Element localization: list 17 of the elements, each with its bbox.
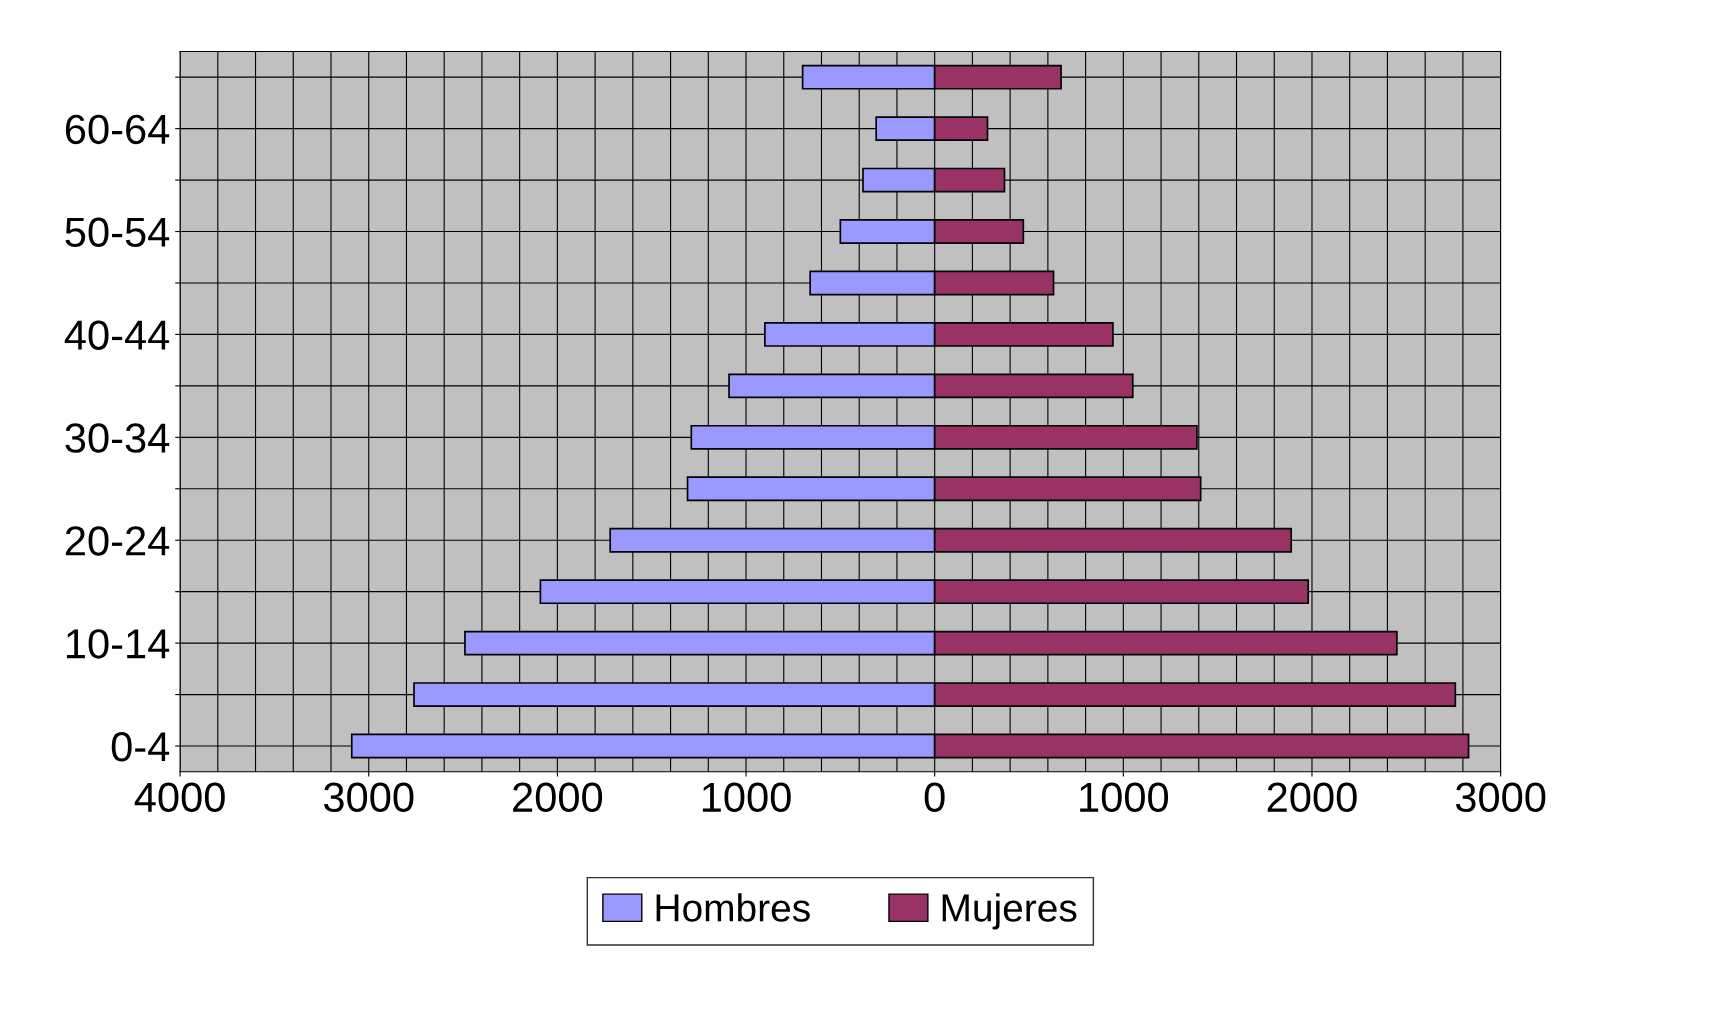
- legend-label: Mujeres: [942, 893, 1077, 930]
- x-tick-label: 1000: [1080, 782, 1169, 813]
- y-tick-label: 50-54: [65, 217, 170, 248]
- legend-label: Hombres: [656, 893, 810, 922]
- x-tick-label: 3000: [1455, 782, 1546, 813]
- x-tick-label: 4000: [134, 782, 225, 813]
- y-tick-label: 30-34: [65, 423, 170, 453]
- y-tick-label: 0-4: [111, 732, 170, 762]
- x-tick-label: 2000: [513, 782, 603, 813]
- y-tick-label: 20-24: [65, 526, 170, 556]
- x-tick-label: 3000: [323, 782, 414, 813]
- y-tick-label: 60-64: [65, 114, 170, 145]
- y-tick-label: 40-44: [64, 320, 170, 350]
- x-tick-label: 0: [924, 782, 945, 813]
- x-tick-label: 1000: [702, 782, 791, 813]
- y-tick-label: 10-14: [66, 629, 170, 659]
- x-tick-label: 2000: [1267, 782, 1357, 813]
